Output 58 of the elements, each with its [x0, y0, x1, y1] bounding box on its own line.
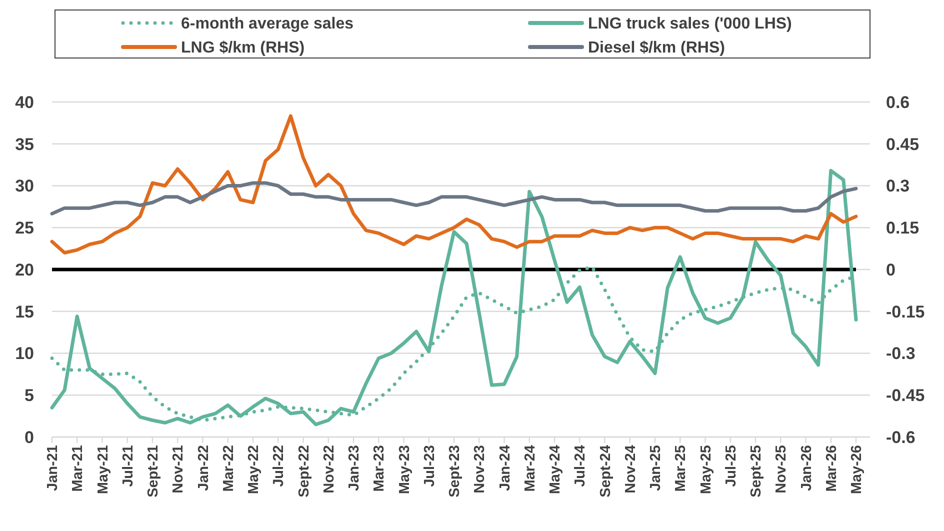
x-tick-label: Mar-24	[522, 445, 538, 492]
x-tick-label: May-24	[548, 445, 564, 494]
y-tick-label: 5	[24, 386, 34, 406]
x-tick-label: Jul-21	[120, 445, 136, 487]
y2-tick-label: 0	[886, 260, 896, 280]
y-tick-label: 35	[15, 134, 34, 154]
x-tick-label: Jul-22	[271, 445, 288, 487]
x-tick-label: Mar-21	[70, 445, 86, 492]
y2-tick-label: -0.15	[886, 302, 925, 322]
x-tick-label: Nov-21	[170, 445, 187, 494]
legend-label: LNG $/km (RHS)	[181, 40, 305, 57]
legend-label: LNG truck sales ('000 LHS)	[588, 16, 792, 33]
y-tick-label: 30	[15, 176, 34, 196]
x-tick-label: May-25	[698, 445, 714, 494]
y-tick-label: 25	[15, 218, 34, 238]
y-tick-label: 10	[15, 344, 34, 364]
x-tick-label: Sept-21	[146, 445, 162, 498]
x-tick-label: Jul-24	[572, 445, 589, 487]
x-tick-label: Sept-25	[748, 445, 764, 498]
x-tick-label: Jan-22	[196, 445, 212, 491]
x-tick-label: Nov-24	[622, 445, 639, 494]
x-tick-label: Nov-25	[774, 445, 790, 494]
line-series	[50, 181, 858, 216]
legend-label: 6-month average sales	[181, 16, 354, 33]
line-series	[50, 114, 858, 254]
x-tick-label: Jan-26	[798, 445, 815, 491]
x-tick-label: Sept-24	[598, 445, 614, 498]
y-tick-label: 15	[15, 302, 34, 322]
x-tick-label: Mar-26	[824, 445, 840, 492]
x-tick-label: Jan-21	[45, 445, 61, 491]
y2-tick-label: 0.6	[886, 92, 910, 112]
x-tick-label: May-21	[95, 445, 112, 494]
y2-tick-label: 0.3	[886, 176, 910, 196]
x-tick-label: Jan-25	[648, 445, 664, 491]
y2-tick-label: -0.6	[886, 428, 916, 447]
y2-tick-label: -0.45	[886, 386, 925, 406]
line-series	[50, 168, 858, 426]
x-tick-label: May-26	[849, 445, 865, 494]
y2-tick-label: -0.3	[886, 344, 916, 364]
x-tick-label: Mar-23	[372, 445, 388, 492]
y-tick-label: 20	[15, 260, 34, 280]
x-tick-label: Jan-23	[346, 445, 362, 491]
x-tick-label: Mar-25	[673, 445, 690, 492]
x-tick-label: Jan-24	[497, 445, 514, 491]
y2-tick-label: 0.45	[886, 134, 920, 154]
x-tick-label: Nov-22	[321, 445, 338, 494]
x-tick-label: Sept-22	[296, 445, 312, 498]
x-tick-label: Jul-25	[723, 445, 740, 487]
x-tick-label: Nov-23	[472, 445, 488, 494]
y2-tick-label: 0.15	[886, 218, 920, 238]
y-tick-label: 40	[15, 92, 34, 112]
y-tick-label: 0	[24, 428, 34, 447]
x-tick-label: Mar-22	[220, 445, 237, 492]
legend-label: Diesel $/km (RHS)	[588, 40, 725, 57]
x-tick-label: Sept-23	[447, 445, 463, 498]
x-tick-label: May-22	[246, 445, 262, 494]
x-tick-label: Jul-23	[422, 445, 438, 487]
x-tick-label: May-23	[396, 445, 413, 494]
